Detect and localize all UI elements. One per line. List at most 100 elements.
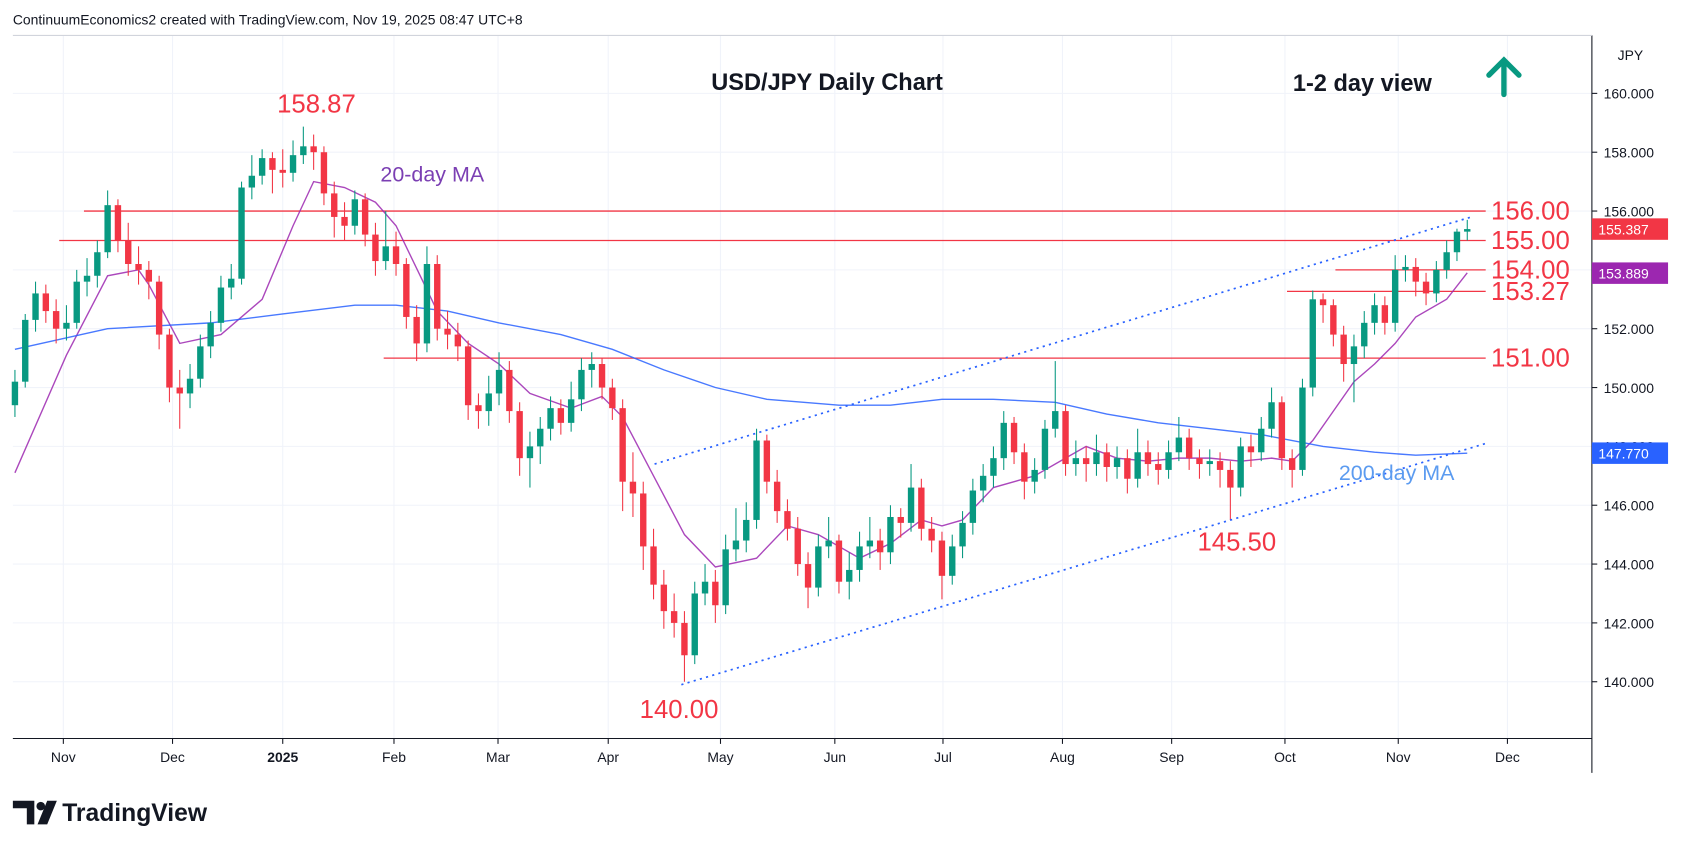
candle-body: [506, 369, 513, 412]
candle-body: [382, 246, 389, 262]
candle-body: [567, 399, 575, 423]
x-tick-label: 2025: [267, 749, 298, 765]
candle-body: [392, 246, 400, 265]
candle-body: [588, 364, 595, 370]
price-tag: [1591, 442, 1669, 464]
price-tag: [1591, 218, 1669, 240]
candle-body: [1021, 452, 1028, 482]
candle-body: [1134, 452, 1141, 479]
candle-body: [52, 311, 60, 329]
ma-label: 200-day MA: [1339, 461, 1455, 485]
candle-body: [846, 569, 853, 582]
candle-body: [1072, 458, 1080, 465]
candle-body: [145, 269, 153, 282]
candle-body: [444, 328, 451, 335]
candle-body: [135, 264, 142, 270]
candle-body: [1299, 387, 1306, 470]
candle-body: [186, 378, 194, 394]
candle-body: [73, 281, 80, 323]
y-tick-label: 142.000: [1604, 615, 1655, 631]
candle-body: [83, 275, 91, 282]
candle-body: [640, 493, 647, 547]
candle-body: [454, 334, 462, 347]
candle-body: [1258, 428, 1265, 453]
candle-body: [1144, 452, 1152, 465]
candle-body: [63, 322, 70, 329]
candles: [11, 126, 1471, 682]
candle-body: [1031, 469, 1038, 482]
candle-body: [228, 278, 235, 288]
trendlines: [654, 216, 1487, 686]
candle-body: [660, 584, 668, 612]
candle-body: [516, 411, 523, 459]
candle-body: [1422, 281, 1430, 294]
candle-body: [1103, 452, 1110, 467]
price-tag-label: 153.889: [1598, 266, 1649, 282]
candle-body: [1196, 458, 1203, 465]
candle-body: [815, 546, 822, 588]
candle-body: [969, 490, 977, 523]
candle-body: [1464, 229, 1471, 232]
trendline: [654, 216, 1472, 465]
x-tick-label: Mar: [486, 749, 510, 765]
candle-body: [681, 622, 688, 656]
candle-body: [1237, 446, 1244, 488]
price-tag-label: 155.387: [1598, 221, 1649, 237]
ma-label: 20-day MA: [380, 162, 484, 186]
brand-logo: [12, 800, 57, 825]
logo-mark: [37, 800, 57, 825]
candle-body: [897, 516, 904, 523]
candle-body: [1062, 411, 1069, 465]
candle-body: [1155, 464, 1162, 470]
candle-body: [784, 511, 791, 529]
x-tick-label: Nov: [51, 749, 76, 765]
candle-body: [1124, 458, 1131, 479]
candle-body: [1309, 299, 1316, 388]
annotation: 140.00: [640, 696, 719, 724]
x-tick-label: Dec: [160, 749, 185, 765]
candle-body: [495, 369, 503, 394]
candle-body: [11, 381, 19, 406]
annotation: 158.87: [277, 91, 356, 119]
candle-body: [464, 346, 472, 406]
candle-body: [1000, 422, 1007, 459]
y-tick-label: 140.000: [1604, 674, 1655, 690]
candle-body: [1391, 269, 1399, 323]
level-label: 155.00: [1491, 227, 1570, 255]
candle-body: [238, 187, 245, 279]
x-tick-label: Dec: [1495, 749, 1520, 765]
candle-body: [887, 516, 894, 553]
x-tick-label: Feb: [382, 749, 406, 765]
candle-body: [938, 540, 946, 576]
candle-body: [907, 487, 915, 523]
candle-body: [537, 428, 544, 447]
candle-body: [949, 546, 956, 576]
candle-body: [279, 169, 286, 173]
candle-body: [258, 158, 266, 176]
candle-body: [701, 581, 709, 594]
candle-body: [650, 546, 657, 585]
candle-body: [825, 540, 832, 547]
candle-body: [1340, 334, 1347, 365]
candle-body: [413, 316, 420, 344]
candle-body: [300, 146, 307, 156]
candle-body: [1361, 322, 1368, 347]
price-tag-label: 147.770: [1598, 446, 1649, 462]
x-tick-label: May: [707, 749, 733, 765]
candle-body: [1010, 422, 1018, 453]
candle-body: [1288, 458, 1296, 470]
candle-body: [269, 158, 276, 170]
candle-body: [804, 564, 812, 588]
candle-body: [320, 152, 328, 194]
price-tags: 155.387 153.889 147.770: [1591, 218, 1669, 464]
candle-body: [753, 440, 760, 520]
ma-line: [14, 304, 1468, 456]
candle-body: [1412, 266, 1419, 282]
candle-body: [207, 322, 214, 347]
level-label: 154.00: [1491, 256, 1570, 284]
x-tick-label: Apr: [597, 749, 619, 765]
level-label: 156.00: [1491, 198, 1570, 226]
candle-body: [1052, 411, 1059, 429]
